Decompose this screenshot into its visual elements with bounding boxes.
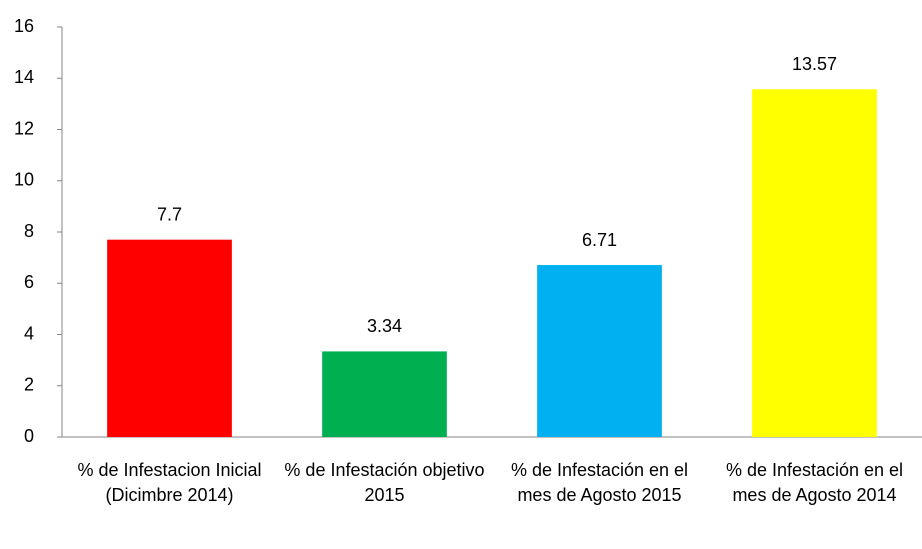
y-tick-label: 6 [24, 272, 34, 292]
y-tick-label: 8 [24, 221, 34, 241]
bar [322, 351, 447, 437]
y-tick-label: 4 [24, 323, 34, 343]
value-label: 13.57 [792, 54, 837, 74]
bar [537, 265, 662, 437]
y-tick-label: 0 [24, 426, 34, 446]
y-tick-label: 2 [24, 375, 34, 395]
y-tick-label: 12 [14, 118, 34, 138]
y-tick-label: 14 [14, 67, 34, 87]
value-label: 6.71 [582, 230, 617, 250]
x-tick-label: % de Infestación en el mes de Agosto 201… [725, 460, 904, 505]
bar [752, 89, 877, 438]
value-label: 7.7 [157, 204, 182, 224]
value-label: 3.34 [367, 316, 402, 336]
x-tick-label: % de Infestación en el mes de Agosto 201… [510, 460, 689, 505]
x-tick-label: % de Infestación objetivo 2015 [284, 460, 485, 505]
y-tick-label: 10 [14, 170, 34, 190]
y-tick-label: 16 [14, 16, 34, 36]
x-tick-label: % de Infestacion Inicial (Dicimbre 2014) [77, 460, 262, 505]
bar [107, 239, 232, 437]
